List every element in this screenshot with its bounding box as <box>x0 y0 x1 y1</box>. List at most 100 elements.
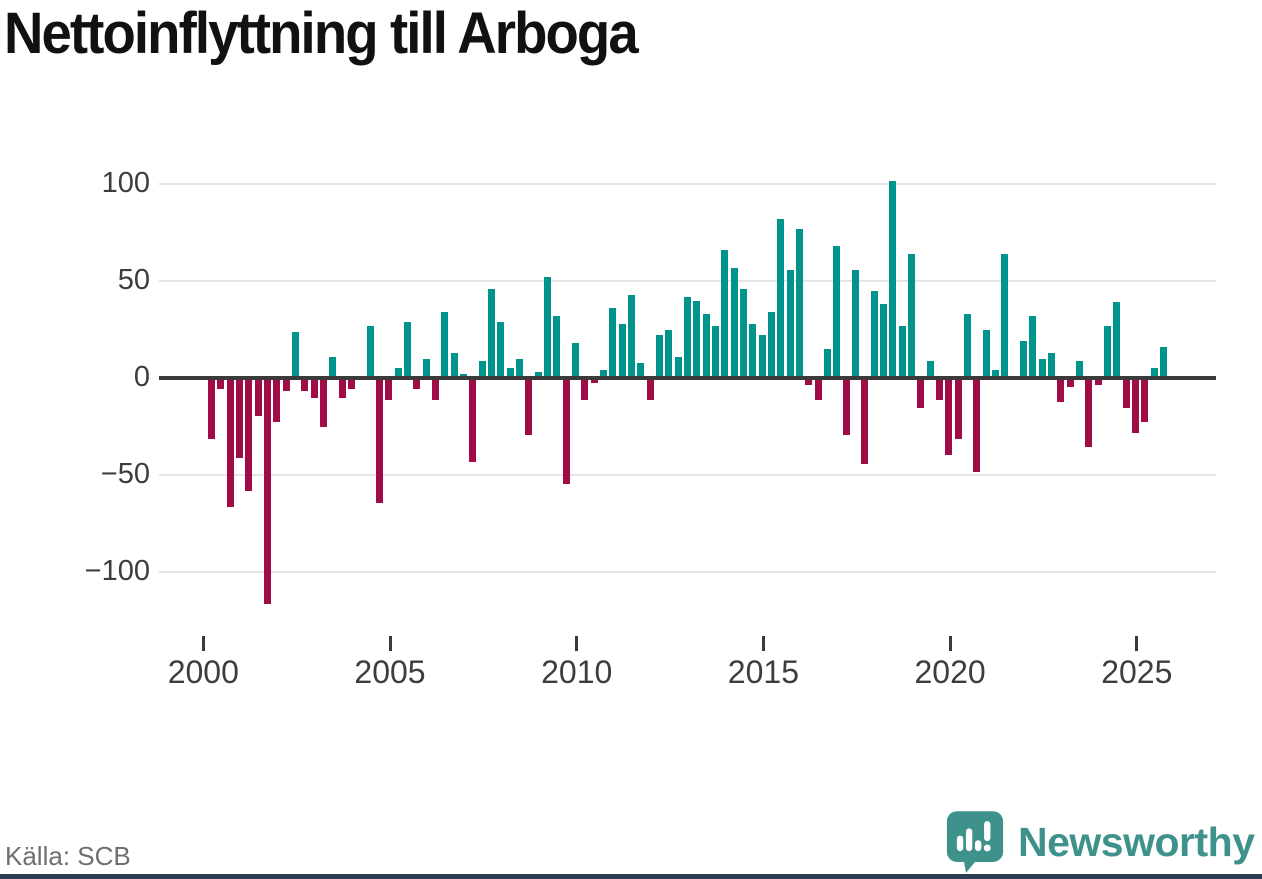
x-axis-tick <box>575 636 579 651</box>
x-axis-tick <box>761 636 765 651</box>
bar <box>898 325 906 378</box>
bar <box>581 379 589 401</box>
bar <box>1159 347 1167 378</box>
bar <box>543 277 551 378</box>
bar <box>786 269 794 378</box>
x-axis-label: 2010 <box>541 654 613 690</box>
bar <box>562 379 570 484</box>
bar <box>917 379 925 409</box>
bar <box>758 335 766 378</box>
bar <box>907 254 915 378</box>
bar <box>805 379 813 385</box>
bar <box>711 325 719 378</box>
bar <box>245 379 253 492</box>
bar <box>655 335 663 378</box>
bar <box>674 356 682 378</box>
newsworthy-logo[interactable]: Newsworthy <box>946 810 1255 874</box>
bar <box>991 370 999 378</box>
y-axis-label: 100 <box>101 167 150 200</box>
bar <box>534 372 542 378</box>
bar <box>1131 379 1139 434</box>
bar <box>1057 379 1065 403</box>
bar <box>506 368 514 378</box>
bar <box>1094 379 1102 385</box>
bar <box>646 379 654 401</box>
bar <box>935 379 943 401</box>
bar <box>1122 379 1130 409</box>
newsworthy-logo-icon <box>946 811 1004 873</box>
bar <box>1019 341 1027 378</box>
bar <box>721 250 729 378</box>
bar <box>254 379 262 416</box>
x-axis-zero-line <box>159 376 1216 380</box>
bar <box>665 329 673 378</box>
bar <box>926 360 934 378</box>
bar <box>497 321 505 378</box>
bar <box>814 379 822 401</box>
bar <box>291 331 299 378</box>
bar <box>973 379 981 472</box>
bar <box>730 267 738 378</box>
bar <box>739 288 747 378</box>
bar <box>487 288 495 378</box>
bar <box>422 358 430 378</box>
bar <box>749 323 757 378</box>
chart-title: Nettoinflyttning till Arboga <box>4 1 639 66</box>
y-axis-label: 0 <box>133 361 150 393</box>
gridline <box>159 183 1216 186</box>
bar <box>637 362 645 378</box>
bar <box>1103 325 1111 378</box>
bar <box>385 379 393 401</box>
source-note: Källa: SCB <box>5 841 131 871</box>
bar <box>226 379 234 507</box>
bar <box>1141 379 1149 422</box>
bar <box>282 379 290 391</box>
x-axis-label: 2025 <box>1101 654 1173 690</box>
gridline <box>159 473 1216 476</box>
bar <box>208 379 215 440</box>
bar <box>366 325 374 378</box>
bar <box>982 329 990 378</box>
bar <box>609 308 617 378</box>
bar <box>842 379 850 436</box>
bar <box>263 379 271 604</box>
bar <box>861 379 869 465</box>
bar <box>1150 368 1158 378</box>
bar <box>879 304 887 378</box>
bar <box>870 290 878 378</box>
x-axis-tick <box>1135 636 1139 651</box>
bar <box>431 379 439 401</box>
x-axis-tick <box>948 636 952 651</box>
x-axis-label: 2000 <box>167 654 239 690</box>
bar <box>478 360 486 378</box>
x-axis-tick <box>201 636 205 651</box>
x-axis-label: 2020 <box>914 654 986 690</box>
bar <box>235 379 243 459</box>
x-axis-tick <box>388 636 392 651</box>
bar <box>1066 379 1074 387</box>
newsworthy-logo-wordmark: Newsworthy <box>1018 818 1255 865</box>
x-axis-label: 2005 <box>354 654 426 690</box>
gridline <box>159 570 1216 573</box>
bar <box>777 219 785 378</box>
bar <box>319 379 327 428</box>
bar <box>851 269 859 378</box>
bar <box>1113 302 1121 378</box>
bar <box>413 379 421 389</box>
bar <box>823 348 831 378</box>
bar <box>889 180 897 378</box>
bar <box>767 312 775 378</box>
bar <box>1029 316 1037 378</box>
bar <box>450 352 458 378</box>
bar <box>618 323 626 378</box>
gridline <box>159 280 1216 283</box>
bar <box>273 379 281 422</box>
bar <box>954 379 962 440</box>
bar <box>683 296 691 378</box>
bar <box>403 321 411 378</box>
bar <box>702 314 710 378</box>
bar <box>1001 254 1009 378</box>
bar <box>375 379 383 503</box>
y-axis-label: 50 <box>117 264 150 297</box>
